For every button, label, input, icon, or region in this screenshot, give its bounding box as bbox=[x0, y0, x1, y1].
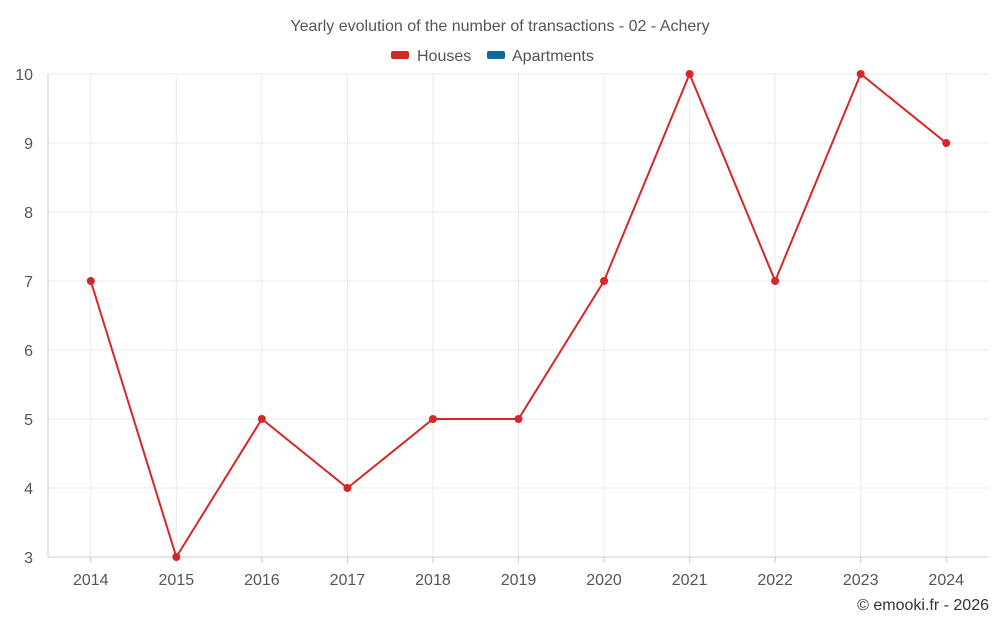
chart-title: Yearly evolution of the number of transa… bbox=[290, 18, 709, 35]
y-tick-label: 8 bbox=[24, 205, 33, 222]
y-tick-label: 4 bbox=[24, 481, 33, 498]
x-tick-label: 2020 bbox=[586, 572, 622, 589]
y-tick-label: 10 bbox=[15, 67, 33, 84]
x-tick-label: 2023 bbox=[843, 572, 879, 589]
series-houses bbox=[86, 70, 951, 561]
houses-point[interactable] bbox=[86, 277, 95, 285]
legend-swatch-houses bbox=[391, 51, 409, 59]
houses-point[interactable] bbox=[257, 415, 266, 423]
houses-point[interactable] bbox=[343, 484, 352, 492]
y-tick-label: 6 bbox=[24, 343, 33, 360]
houses-point[interactable] bbox=[514, 415, 523, 423]
legend-label-apartments[interactable]: Apartments bbox=[512, 48, 594, 65]
houses-point[interactable] bbox=[771, 277, 780, 285]
legend-label-houses[interactable]: Houses bbox=[417, 48, 471, 65]
x-tick-label: 2014 bbox=[73, 572, 109, 589]
legend-swatch-apartments bbox=[487, 51, 505, 59]
grid bbox=[48, 73, 989, 558]
x-tick-label: 2019 bbox=[501, 572, 537, 589]
houses-point[interactable] bbox=[942, 139, 951, 147]
y-tick-label: 3 bbox=[24, 550, 33, 567]
y-tick-label: 9 bbox=[24, 136, 33, 153]
y-tick-label: 5 bbox=[24, 412, 33, 429]
x-tick-label: 2018 bbox=[415, 572, 451, 589]
credit[interactable]: © emooki.fr - 2026 bbox=[857, 597, 989, 614]
x-tick-label: 2017 bbox=[330, 572, 366, 589]
x-tick-label: 2024 bbox=[928, 572, 964, 589]
x-tick-label: 2016 bbox=[244, 572, 280, 589]
houses-point[interactable] bbox=[428, 415, 437, 423]
houses-point[interactable] bbox=[685, 70, 694, 78]
x-tick-label: 2021 bbox=[672, 572, 708, 589]
y-tick-label: 7 bbox=[24, 274, 33, 291]
x-tick-label: 2022 bbox=[757, 572, 793, 589]
houses-point[interactable] bbox=[172, 553, 181, 561]
houses-point[interactable] bbox=[600, 277, 609, 285]
x-axis: 2014 2015 2016 2017 2018 2019 2020 2021 2022 2023… bbox=[48, 556, 989, 589]
y-axis: 3 4 5 6 7 8 9 10 bbox=[15, 67, 49, 567]
houses-point[interactable] bbox=[856, 70, 865, 78]
x-tick-label: 2015 bbox=[159, 572, 195, 589]
legend: Houses Apartments bbox=[391, 48, 594, 65]
